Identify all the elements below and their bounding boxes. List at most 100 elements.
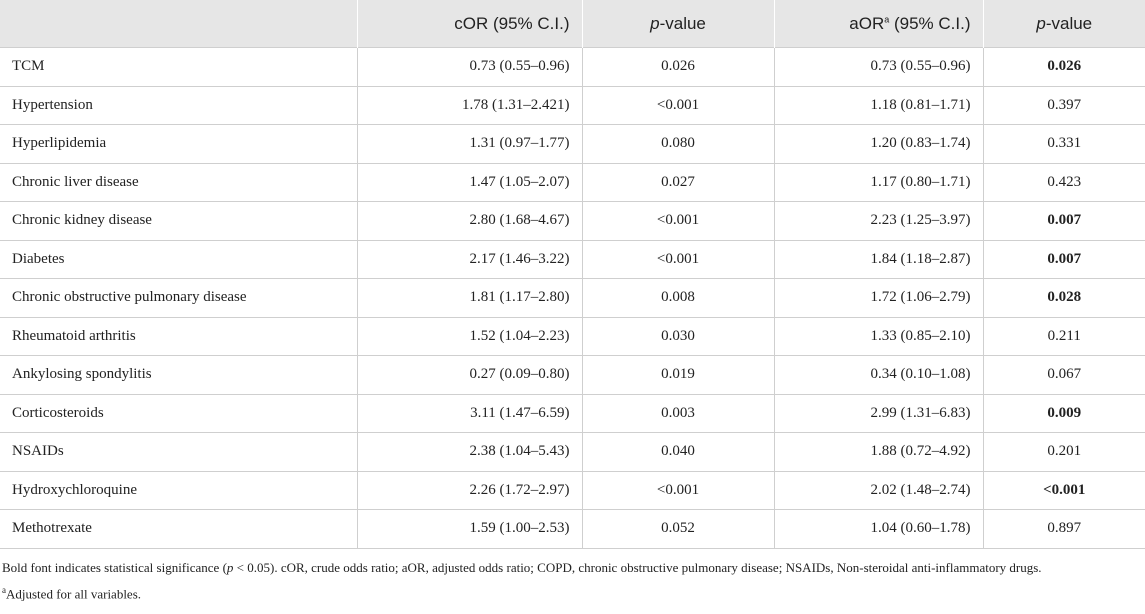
row-label: Hyperlipidemia (0, 124, 357, 163)
aor-cell: 1.88 (0.72–4.92) (773, 432, 983, 471)
cor-cell: 0.27 (0.09–0.80) (356, 355, 582, 394)
table-row: Corticosteroids 3.11 (1.47–6.59) 0.003 2.99… (0, 393, 1145, 433)
table-row: NSAIDs 2.38 (1.04–5.43) 0.040 1.88 (0.72–4.… (0, 432, 1145, 471)
row-label: Hydroxychloroquine (0, 470, 357, 510)
aor-cell: 0.34 (0.10–1.08) (773, 355, 983, 394)
row-label: Chronic obstructive pulmonary disease (0, 278, 357, 317)
header-cell: p-value (581, 0, 774, 48)
row-label: Rheumatoid arthritis (0, 316, 357, 356)
footnote: aAdjusted for all variables. (2, 581, 1141, 603)
cor-cell: 2.80 (1.68–4.67) (356, 201, 582, 240)
cor-cell: 1.81 (1.17–2.80) (356, 278, 582, 317)
aor-p-cell: 0.067 (982, 355, 1145, 394)
aor-cell: 2.23 (1.25–3.97) (773, 201, 983, 240)
aor-cell: 0.73 (0.55–0.96) (773, 47, 983, 86)
aor-p-cell: 0.009 (982, 393, 1145, 433)
footnote-text: p (226, 559, 234, 575)
cor-cell: 2.38 (1.04–5.43) (356, 432, 582, 471)
cor-cell: 1.59 (1.00–2.53) (356, 509, 582, 549)
header-cell: aORa (95% C.I.) (773, 0, 983, 48)
header-text: p (1036, 13, 1046, 33)
table-row: Hyperlipidemia 1.31 (0.97–1.77) 0.080 1.20 … (0, 124, 1145, 163)
header-text: cOR (95% C.I.) (454, 13, 570, 33)
table-row: Methotrexate 1.59 (1.00–2.53) 0.052 1.04 (0… (0, 509, 1145, 549)
aor-p-cell: 0.028 (982, 278, 1145, 317)
table-row: TCM 0.73 (0.55–0.96) 0.026 0.73 (0.55–0.96)… (0, 47, 1145, 86)
footnote-text: Adjusted for all variables. (6, 585, 142, 601)
cor-p-cell: 0.026 (581, 47, 774, 86)
header-sup: a (884, 13, 890, 24)
aor-p-cell: <0.001 (982, 470, 1145, 510)
results-table: cOR (95% C.I.) p-value aORa (95% C.I.) p… (0, 0, 1145, 549)
row-label: TCM (0, 47, 357, 86)
cor-p-cell: 0.003 (581, 393, 774, 433)
aor-cell: 1.84 (1.18–2.87) (773, 239, 983, 279)
cor-cell: 1.52 (1.04–2.23) (356, 316, 582, 356)
aor-cell: 2.02 (1.48–2.74) (773, 470, 983, 510)
row-label: Diabetes (0, 239, 357, 279)
aor-p-cell: 0.026 (982, 47, 1145, 86)
header-text: (95% C.I.) (889, 13, 971, 33)
aor-p-cell: 0.211 (982, 316, 1145, 356)
cor-cell: 1.78 (1.31–2.421) (356, 85, 582, 125)
aor-p-cell: 0.201 (982, 432, 1145, 471)
table-row: Hypertension 1.78 (1.31–2.421) <0.001 1.18 … (0, 85, 1145, 125)
row-label: Chronic liver disease (0, 162, 357, 202)
table-row: Chronic liver disease 1.47 (1.05–2.07) 0.0… (0, 162, 1145, 202)
header-text: p (650, 13, 660, 33)
aor-p-cell: 0.331 (982, 124, 1145, 163)
header-text: aOR (849, 13, 885, 33)
row-label: Corticosteroids (0, 393, 357, 433)
aor-p-cell: 0.007 (982, 201, 1145, 240)
row-label: Methotrexate (0, 509, 357, 549)
table-row: Chronic kidney disease 2.80 (1.68–4.67) <0… (0, 201, 1145, 240)
aor-p-cell: 0.007 (982, 239, 1145, 279)
cor-p-cell: 0.030 (581, 316, 774, 356)
header-cell: p-value (982, 0, 1145, 48)
cor-cell: 1.47 (1.05–2.07) (356, 162, 582, 202)
row-label: Hypertension (0, 85, 357, 125)
footnote: Bold font indicates statistical signific… (2, 559, 1141, 577)
table-row: Diabetes 2.17 (1.46–3.22) <0.001 1.84 (1.18… (0, 239, 1145, 279)
row-label: NSAIDs (0, 432, 357, 471)
header-row: cOR (95% C.I.) p-value aORa (95% C.I.) p… (0, 0, 1145, 48)
cor-p-cell: <0.001 (581, 470, 774, 510)
row-label: Chronic kidney disease (0, 201, 357, 240)
footnotes: Bold font indicates statistical signific… (0, 549, 1145, 603)
table-row: Chronic obstructive pulmonary disease 1.8… (0, 278, 1145, 317)
header-text: -value (659, 13, 706, 33)
cor-p-cell: 0.080 (581, 124, 774, 163)
aor-cell: 1.18 (0.81–1.71) (773, 85, 983, 125)
cor-p-cell: 0.019 (581, 355, 774, 394)
cor-p-cell: <0.001 (581, 85, 774, 125)
table-row: Rheumatoid arthritis 1.52 (1.04–2.23) 0.03… (0, 316, 1145, 356)
aor-cell: 2.99 (1.31–6.83) (773, 393, 983, 433)
row-label: Ankylosing spondylitis (0, 355, 357, 394)
cor-cell: 0.73 (0.55–0.96) (356, 47, 582, 86)
cor-cell: 2.26 (1.72–2.97) (356, 470, 582, 510)
cor-p-cell: <0.001 (581, 239, 774, 279)
cor-p-cell: <0.001 (581, 201, 774, 240)
table-body: TCM 0.73 (0.55–0.96) 0.026 0.73 (0.55–0.96)… (0, 47, 1145, 549)
aor-p-cell: 0.897 (982, 509, 1145, 549)
table-row: Ankylosing spondylitis 0.27 (0.09–0.80) 0.… (0, 355, 1145, 394)
aor-cell: 1.17 (0.80–1.71) (773, 162, 983, 202)
aor-p-cell: 0.397 (982, 85, 1145, 125)
cor-p-cell: 0.027 (581, 162, 774, 202)
cor-cell: 3.11 (1.47–6.59) (356, 393, 582, 433)
aor-cell: 1.20 (0.83–1.74) (773, 124, 983, 163)
cor-cell: 2.17 (1.46–3.22) (356, 239, 582, 279)
aor-p-cell: 0.423 (982, 162, 1145, 202)
cor-p-cell: 0.040 (581, 432, 774, 471)
cor-p-cell: 0.008 (581, 278, 774, 317)
cor-cell: 1.31 (0.97–1.77) (356, 124, 582, 163)
header-text: -value (1045, 13, 1093, 33)
cor-p-cell: 0.052 (581, 509, 774, 549)
header-cell (0, 0, 357, 48)
table-row: Hydroxychloroquine 2.26 (1.72–2.97) <0.001… (0, 470, 1145, 510)
footnote-text: Bold font indicates statistical signific… (2, 559, 227, 575)
footnote-sup: a (2, 584, 6, 595)
header-cell: cOR (95% C.I.) (356, 0, 582, 48)
aor-cell: 1.72 (1.06–2.79) (773, 278, 983, 317)
